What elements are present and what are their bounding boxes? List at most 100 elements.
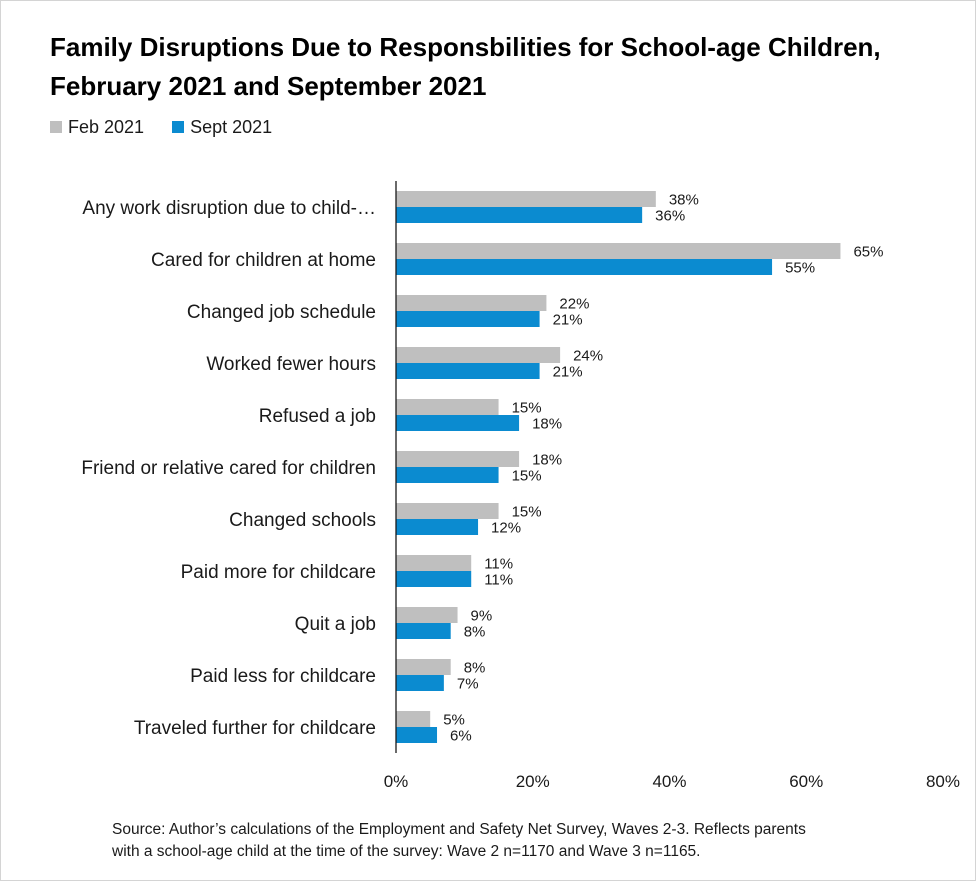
data-label-value: 24: [573, 347, 590, 364]
legend: Feb 2021 Sept 2021: [50, 118, 300, 136]
data-label-unit: %: [479, 607, 492, 624]
data-label-unit: %: [508, 519, 521, 536]
bar-feb-2021: [396, 399, 499, 415]
data-label-value: 21: [553, 363, 570, 380]
category-label: Traveled further for childcare: [134, 718, 376, 739]
category-row: Changed job schedule 22%21%: [187, 295, 589, 328]
bar-sept-2021: [396, 207, 643, 223]
bar-sept-2021: [396, 467, 499, 483]
data-label-value: 5: [443, 711, 451, 728]
data-label-value: 9: [471, 607, 479, 624]
data-label-unit: %: [458, 727, 471, 744]
x-tick-value: 0: [384, 772, 393, 791]
data-label-unit: %: [500, 555, 513, 572]
x-axis: 0% 20% 40% 60% 80%: [384, 772, 960, 791]
data-label-unit: %: [465, 675, 478, 692]
data-label-unit: %: [528, 467, 541, 484]
legend-label: Feb 2021: [68, 117, 145, 137]
data-label-sept-2021: 55%: [785, 259, 815, 276]
data-label-feb-2021: 5%: [443, 711, 465, 728]
x-tick-unit: %: [671, 772, 686, 791]
legend-label: Sept 2021: [190, 117, 273, 137]
data-label-value: 22: [559, 295, 576, 312]
category-row: Quit a job 9%8%: [295, 607, 493, 640]
x-tick-unit: %: [808, 772, 823, 791]
data-label-value: 8: [464, 623, 472, 640]
data-label-unit: %: [672, 207, 685, 224]
bar-sept-2021: [396, 623, 451, 639]
data-label-unit: %: [590, 347, 603, 364]
category-label: Changed schools: [229, 510, 376, 531]
data-label-sept-2021: 11%: [484, 571, 513, 588]
x-tick-unit: %: [945, 772, 960, 791]
data-label-sept-2021: 15%: [512, 467, 542, 484]
data-label-feb-2021: 22%: [559, 295, 589, 312]
bar-feb-2021: [396, 243, 841, 259]
data-label-feb-2021: 18%: [532, 451, 562, 468]
x-tick-value: 80: [926, 772, 945, 791]
data-label-feb-2021: 9%: [471, 607, 493, 624]
category-label: Friend or relative cared for children: [81, 458, 376, 479]
category-row: Paid less for childcare 8%7%: [190, 659, 485, 692]
data-label-value: 18: [532, 451, 549, 468]
bar-sept-2021: [396, 259, 773, 275]
bar-feb-2021: [396, 347, 561, 363]
category-label: Any work disruption due to child-…: [82, 198, 376, 219]
data-label-unit: %: [472, 659, 485, 676]
data-label-unit: %: [549, 451, 562, 468]
bar-feb-2021: [396, 451, 520, 467]
data-label-value: 15: [512, 467, 529, 484]
data-label-unit: %: [528, 399, 541, 416]
category-row: Refused a job 15%18%: [259, 399, 562, 432]
data-label-sept-2021: 18%: [532, 415, 562, 432]
legend-swatch: [50, 121, 62, 133]
bar-sept-2021: [396, 727, 438, 743]
category-row: Changed schools 15%12%: [229, 503, 542, 536]
x-tick-unit: %: [393, 772, 408, 791]
data-label-unit: %: [569, 363, 582, 380]
data-label-value: 6: [450, 727, 458, 744]
x-tick-unit: %: [535, 772, 550, 791]
data-label-feb-2021: 8%: [464, 659, 486, 676]
bar-feb-2021: [396, 295, 547, 311]
data-label-unit: %: [500, 571, 513, 588]
bar-sept-2021: [396, 311, 540, 327]
legend-swatch: [172, 121, 185, 133]
bar-sept-2021: [396, 571, 472, 587]
data-label-unit: %: [452, 711, 465, 728]
data-label-value: 21: [553, 311, 570, 328]
category-label: Paid more for childcare: [181, 562, 376, 583]
data-label-feb-2021: 15%: [512, 399, 542, 416]
chart-title: Family Disruptions Due to Responsbilitie…: [50, 32, 881, 101]
data-label-value: 55: [785, 259, 802, 276]
x-tick-label: 80%: [926, 772, 960, 791]
category-row: Traveled further for childcare 5%6%: [134, 711, 472, 744]
bar-feb-2021: [396, 191, 656, 207]
category-label: Worked fewer hours: [206, 354, 376, 375]
data-label-unit: %: [569, 311, 582, 328]
data-label-sept-2021: 7%: [457, 675, 479, 692]
data-label-unit: %: [870, 243, 883, 260]
category-row: Cared for children at home 65%55%: [151, 243, 883, 276]
x-tick-label: 60%: [789, 772, 823, 791]
bar-feb-2021: [396, 659, 451, 675]
data-label-value: 38: [669, 191, 686, 208]
data-label-feb-2021: 11%: [484, 555, 513, 572]
legend-item-sept-2021: Sept 2021: [172, 118, 272, 136]
x-tick-label: 40%: [652, 772, 686, 791]
data-label-feb-2021: 15%: [512, 503, 542, 520]
data-label-feb-2021: 24%: [573, 347, 603, 364]
bar-sept-2021: [396, 363, 540, 379]
category-label: Quit a job: [295, 614, 376, 635]
x-tick-label: 20%: [516, 772, 550, 791]
category-label: Cared for children at home: [151, 250, 376, 271]
bar-sept-2021: [396, 415, 520, 431]
x-tick-value: 20: [516, 772, 535, 791]
data-label-value: 11: [484, 555, 500, 572]
data-label-value: 7: [457, 675, 465, 692]
source-note: Source: Author’s calculations of the Emp…: [112, 819, 806, 863]
data-label-unit: %: [576, 295, 589, 312]
data-label-sept-2021: 8%: [464, 623, 486, 640]
